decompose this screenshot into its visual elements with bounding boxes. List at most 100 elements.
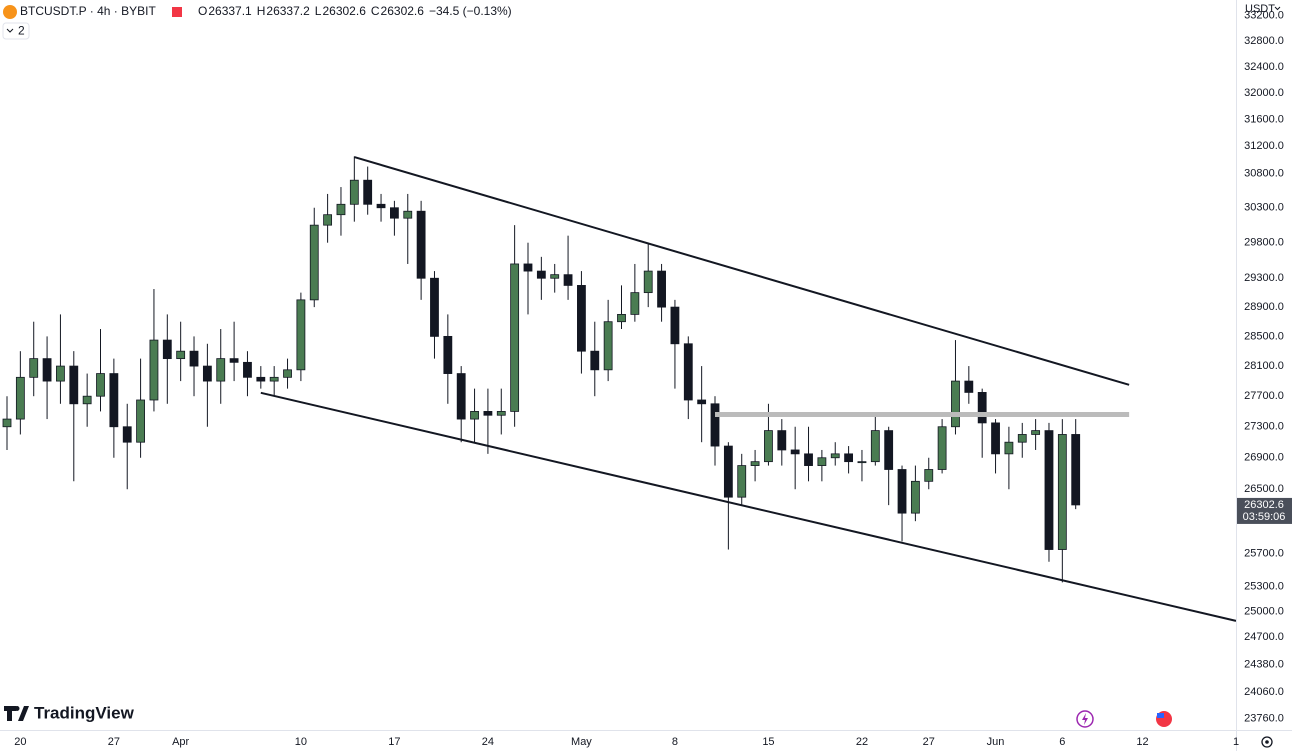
- y-tick-label: 23760.0: [1244, 712, 1284, 724]
- y-tick-label: 30800.0: [1244, 167, 1284, 179]
- y-tick-label: 28100.0: [1244, 360, 1284, 372]
- candle-body: [1071, 434, 1081, 506]
- candle-body: [643, 270, 653, 294]
- candle-body: [550, 274, 560, 279]
- candle-body: [349, 179, 359, 205]
- y-tick-label: 31200.0: [1244, 140, 1284, 152]
- candle-body: [2, 418, 12, 428]
- candle-body: [443, 335, 453, 374]
- candle-body: [764, 430, 773, 463]
- candle-body: [496, 411, 506, 416]
- y-tick-label: 27300.0: [1244, 421, 1284, 433]
- y-tick-label: 25700.0: [1244, 548, 1284, 560]
- settings-icon[interactable]: [1261, 736, 1273, 748]
- y-tick-label: 28500.0: [1244, 330, 1284, 342]
- chevron: [6, 28, 14, 33]
- y-tick-label: 32000.0: [1244, 87, 1284, 99]
- candle-body: [389, 207, 399, 219]
- candle-body: [430, 277, 439, 337]
- candle-body: [15, 376, 25, 420]
- candle-body: [323, 214, 333, 226]
- y-tick-label: 24380.0: [1244, 658, 1284, 670]
- change: −34.5 (−0.13%): [429, 4, 512, 18]
- candle-body: [710, 403, 720, 447]
- x-tick-label: 10: [295, 736, 307, 748]
- y-tick-label: 28900.0: [1244, 301, 1284, 313]
- candle-body: [924, 469, 934, 482]
- candle-body: [844, 453, 854, 463]
- candle-body: [657, 270, 666, 308]
- events-icon[interactable]: [1076, 710, 1094, 728]
- candle-body: [617, 313, 626, 323]
- x-tick-label: Apr: [172, 736, 189, 748]
- candle-body: [403, 210, 413, 219]
- candle-body: [683, 343, 693, 401]
- x-tick-label: May: [571, 736, 592, 748]
- y-tick-label: 24060.0: [1244, 686, 1284, 698]
- candle-body: [737, 465, 747, 498]
- candle-body: [136, 399, 145, 443]
- flag-canton: [1157, 713, 1164, 718]
- ohlc-label: H: [257, 4, 266, 18]
- x-tick-label: 8: [672, 736, 678, 748]
- candle-body: [951, 380, 960, 428]
- symbol: BTCUSDT.P · 4h · BYBIT: [20, 4, 156, 18]
- candle-body: [536, 270, 546, 279]
- flag-icon: [172, 7, 182, 17]
- candle-body: [1017, 434, 1027, 443]
- y-tick-label: 24700.0: [1244, 631, 1284, 643]
- ohlc-label: L: [315, 4, 322, 18]
- candle-body: [189, 350, 199, 367]
- candle-body: [376, 203, 386, 209]
- candle-body: [817, 457, 827, 466]
- ohlc-label: C: [371, 4, 380, 18]
- candle-body: [256, 376, 266, 382]
- y-tick-label: 29800.0: [1244, 237, 1284, 249]
- candle-body: [470, 411, 479, 420]
- currency-chevron: [1274, 6, 1281, 11]
- candle-body: [122, 426, 132, 443]
- logo-dot: [14, 706, 20, 711]
- candle-body: [283, 369, 292, 378]
- candle-body: [723, 445, 733, 498]
- indicator-count: 2: [18, 24, 25, 38]
- price-label: 26302.6: [1244, 499, 1284, 511]
- candle-body: [830, 453, 840, 459]
- candle-body: [56, 365, 65, 382]
- candle-body: [109, 373, 119, 428]
- candle-body: [964, 380, 974, 393]
- candle-body: [296, 299, 306, 371]
- currency[interactable]: USDT: [1245, 3, 1275, 15]
- symbol-icon: [3, 5, 17, 19]
- y-tick-label: 29300.0: [1244, 272, 1284, 284]
- candle-body: [1031, 430, 1041, 435]
- candle-body: [910, 480, 920, 514]
- lightning: [1082, 713, 1088, 725]
- y-tick-label: 32800.0: [1244, 35, 1284, 47]
- candle-body: [176, 350, 186, 360]
- x-tick-label: 24: [482, 736, 494, 748]
- candle-body: [162, 339, 172, 360]
- candle-body: [1044, 430, 1054, 550]
- candle-body: [590, 350, 600, 371]
- candle-body: [510, 263, 520, 412]
- x-tick-label: 6: [1059, 736, 1065, 748]
- plot-area: [2, 156, 1237, 622]
- x-tick-label: 20: [14, 736, 26, 748]
- candle-body: [523, 263, 533, 272]
- candle-body: [577, 285, 586, 352]
- ohlc-value: 26302.6: [322, 4, 366, 18]
- candle-body: [149, 339, 159, 401]
- candle-body: [804, 453, 813, 466]
- candle-body: [309, 224, 319, 301]
- candle-body: [750, 461, 760, 466]
- trendline: [260, 391, 1237, 622]
- candle-body: [269, 376, 279, 382]
- candle-body: [229, 358, 239, 363]
- indicator-toggle[interactable]: [2, 22, 30, 40]
- candle-body: [884, 430, 894, 470]
- candle-body: [243, 361, 252, 378]
- candle-body: [336, 203, 346, 216]
- candle-body: [630, 292, 640, 315]
